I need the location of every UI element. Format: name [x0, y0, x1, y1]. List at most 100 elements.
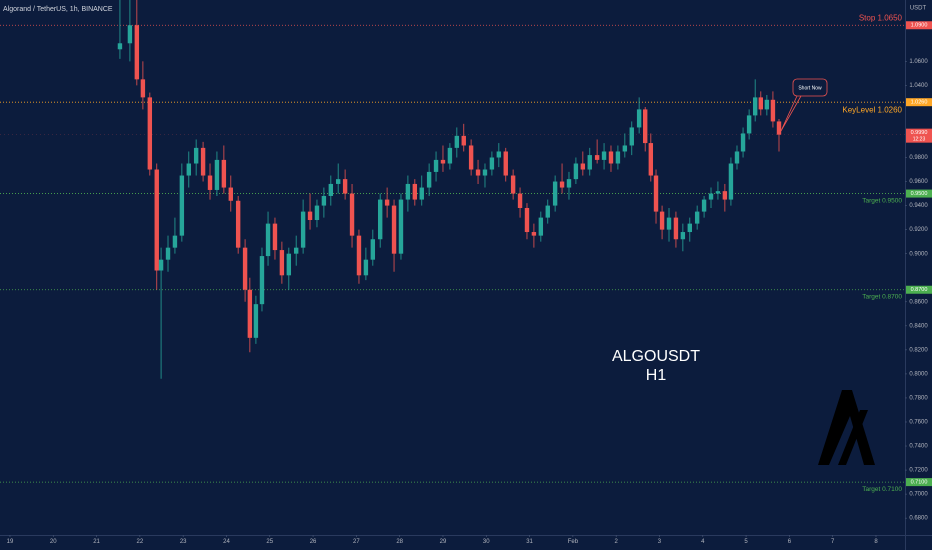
candle-body [179, 175, 185, 236]
y-tick-label: 0.7200 [909, 468, 928, 474]
candle-body [147, 97, 153, 170]
candle-body [587, 155, 592, 170]
currency-label: USDT [910, 6, 927, 12]
x-tick-label: 20 [50, 539, 57, 545]
candle-body [228, 187, 233, 201]
candle-body [642, 109, 648, 144]
candle-body [384, 199, 390, 206]
candle-body [349, 193, 355, 236]
x-tick-label: 3 [658, 539, 662, 545]
level-price-box [906, 478, 932, 487]
candle-body [342, 179, 348, 194]
y-tick-label: 0.7400 [909, 444, 928, 450]
candle-body [140, 79, 146, 98]
candle-body [740, 133, 746, 152]
y-tick-label: 1.0400 [909, 83, 928, 89]
candle-body [412, 183, 418, 200]
candle-body [214, 159, 220, 190]
candle-body [496, 151, 502, 158]
level-price-label: 0.7100 [911, 480, 928, 486]
candle-body [134, 25, 140, 80]
candle-body [468, 145, 474, 170]
x-tick-label: 8 [874, 539, 878, 545]
x-tick-label: 7 [831, 539, 835, 545]
level-price-label: 0.9500 [911, 191, 928, 197]
candle-body [242, 247, 248, 290]
candle-body [482, 169, 488, 176]
y-tick-label: 0.9600 [909, 179, 928, 185]
x-tick-label: 24 [223, 539, 230, 545]
x-tick-label: 26 [310, 539, 317, 545]
x-tick-label: 19 [7, 539, 14, 545]
candle-body [648, 143, 654, 176]
algorand-logo [818, 390, 875, 465]
candle-body [722, 191, 728, 200]
candle-body [615, 151, 621, 164]
y-tick-label: 0.7000 [909, 492, 928, 498]
y-tick-label: 0.9000 [909, 251, 928, 257]
candle-body [447, 147, 453, 164]
candle-body [694, 211, 700, 224]
x-tick-label: 27 [353, 539, 360, 545]
y-tick-label: 0.9200 [909, 227, 928, 233]
level-price-label: 1.0260 [911, 100, 928, 106]
candle-body [200, 147, 206, 176]
annotation-text: Short Now [798, 85, 822, 91]
axes: 1.0600 1.0400 0.9800 0.9600 0.9400 0.9200 0.90… [7, 21, 932, 545]
candle-body [659, 211, 665, 230]
candle-body [405, 183, 411, 200]
annotation-pointer [780, 95, 802, 132]
candle-body [580, 163, 586, 170]
candle-body [454, 135, 460, 148]
logo-slash [838, 410, 868, 465]
candle-body [154, 169, 159, 271]
candle-body [356, 235, 362, 276]
candle-body [363, 259, 369, 276]
countdown-label: 12:23 [913, 136, 926, 142]
candle-body [391, 205, 397, 254]
candle-body [172, 235, 178, 248]
candle-body [770, 99, 776, 122]
candle-body [687, 223, 692, 233]
y-tick-label: 0.8600 [909, 299, 928, 305]
y-tick-label: 0.8200 [909, 347, 928, 353]
candle-body [758, 97, 764, 110]
x-tick-label: 2 [615, 539, 619, 545]
candle-body [510, 175, 516, 194]
candle-body [636, 109, 642, 128]
logo-shape [818, 390, 875, 465]
candle-body [746, 115, 752, 134]
x-tick-label: 28 [396, 539, 403, 545]
candle-body [207, 175, 213, 190]
candle-body [293, 247, 299, 254]
level-text: Target 0.7100 [862, 486, 902, 493]
candle-body [752, 97, 758, 116]
last-price-box [906, 128, 932, 143]
x-tick-label: 5 [744, 539, 748, 545]
candle-body [573, 163, 579, 180]
level-text: Target 0.9500 [862, 197, 902, 204]
candle-body [165, 247, 171, 260]
x-tick-label: 30 [483, 539, 490, 545]
candle-body [701, 199, 707, 212]
candle-body [475, 169, 481, 176]
candle-body [552, 181, 558, 206]
y-tick-label: 0.8400 [909, 323, 928, 329]
candle-body [247, 289, 253, 338]
candle-body [708, 193, 714, 200]
candle-body [594, 155, 600, 160]
y-tick-label: 0.7600 [909, 420, 928, 426]
candle-body [728, 163, 734, 200]
candle-body [601, 151, 607, 160]
candle-body [524, 207, 530, 233]
x-tick-label: 22 [137, 539, 144, 545]
candle-body [419, 187, 424, 200]
level-price-box [906, 21, 932, 30]
candle-body [279, 250, 285, 276]
candle-body [776, 121, 782, 135]
y-tick-label: 0.9800 [909, 155, 928, 161]
candle-body [764, 99, 770, 110]
candle-body [666, 217, 672, 230]
candle-body [503, 151, 508, 176]
level-text: Stop 1.0650 [859, 13, 903, 22]
